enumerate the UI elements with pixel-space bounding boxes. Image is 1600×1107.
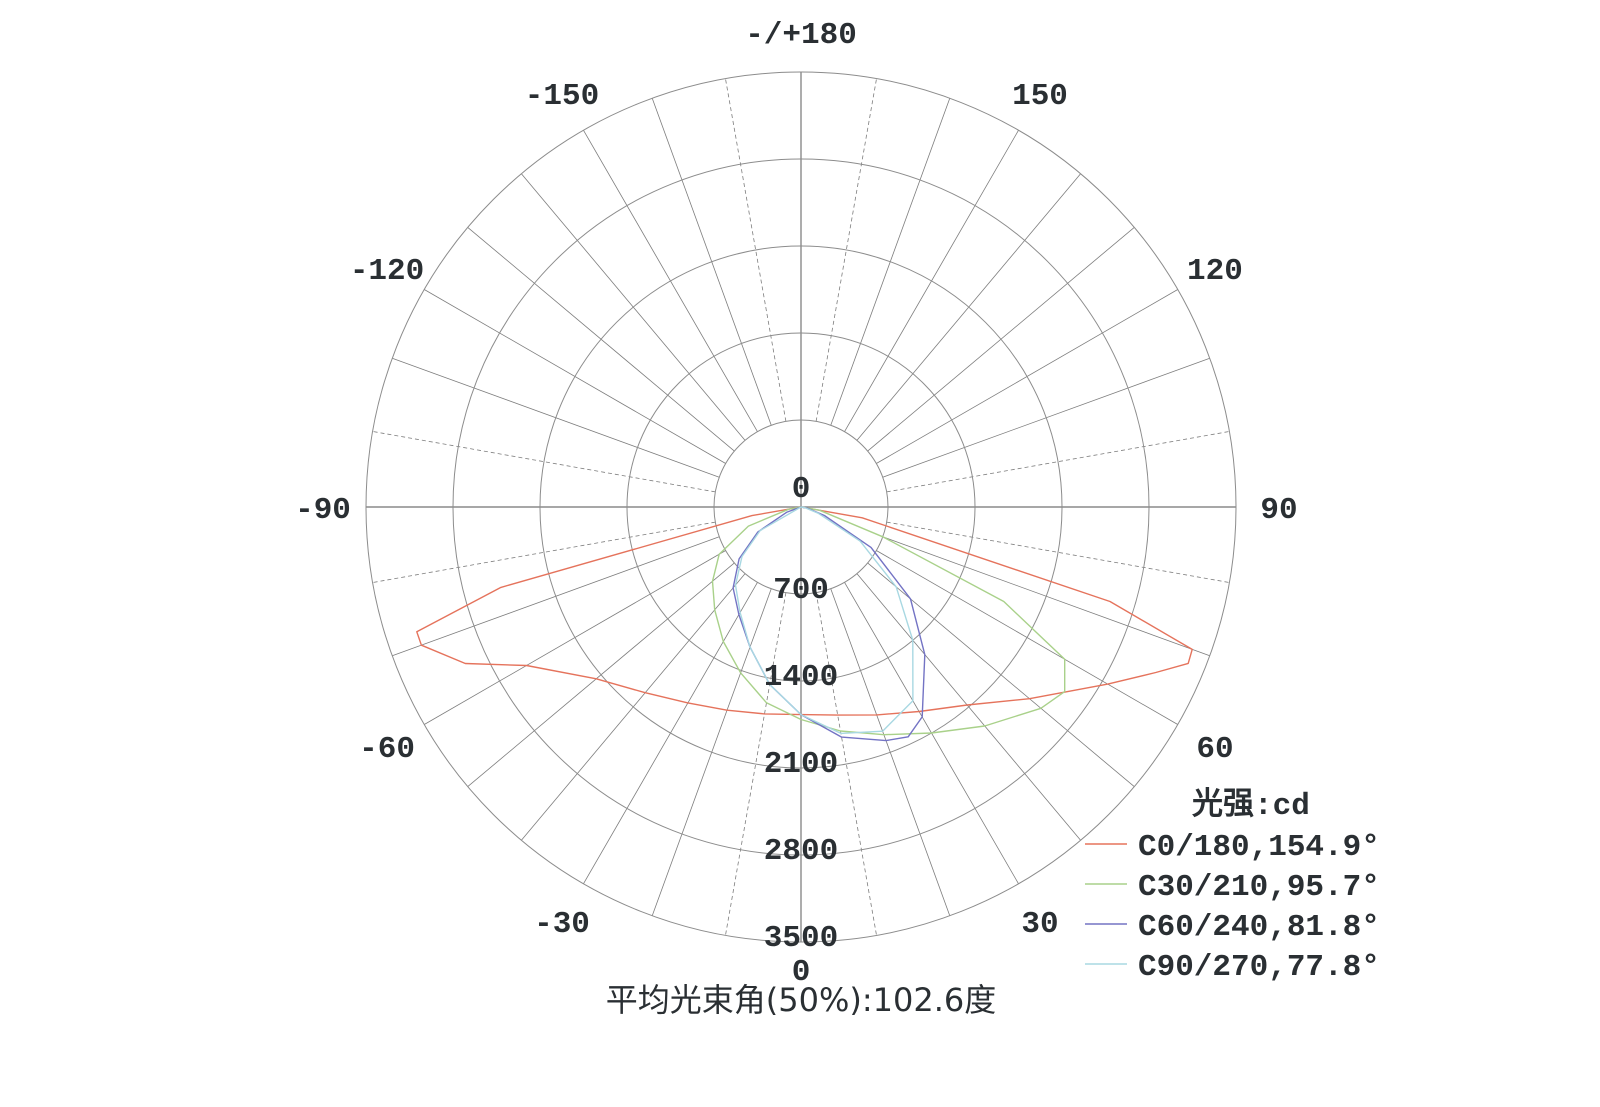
radial-tick-label: 700 <box>773 573 829 608</box>
radial-tick-label: 0 <box>792 472 811 507</box>
angle-tick-label: 120 <box>1187 254 1243 289</box>
radial-grid-line <box>725 592 787 936</box>
angle-tick-label: -/+180 <box>745 18 857 53</box>
angle-tick-label: 0 <box>792 955 811 990</box>
angle-tick-label: -90 <box>295 493 351 528</box>
legend-entry: C0/180,154.9° <box>1138 830 1380 865</box>
radial-grid-line <box>372 431 716 493</box>
angle-tick-labels: -/+180 150 -150 120 -120 90 -90 60 -60 30 -30 0 <box>295 18 1298 990</box>
legend-entry: C60/240,81.8° <box>1138 910 1380 945</box>
radial-grid-line <box>815 78 877 422</box>
series-curve-3 <box>734 506 914 735</box>
radial-grid-line <box>815 592 877 936</box>
ring-grid-line <box>626 332 976 682</box>
angle-tick-label: 30 <box>1021 907 1058 942</box>
ring-grid-line <box>713 419 889 595</box>
angle-tick-label: 90 <box>1260 493 1297 528</box>
series-curve-2 <box>732 506 926 742</box>
radial-grid-line <box>886 521 1230 583</box>
radial-grid-line <box>725 78 787 422</box>
legend-unit-label: 光强:cd <box>1192 787 1310 824</box>
radial-tick-label: 2800 <box>764 834 838 869</box>
polar-grid <box>365 71 1237 943</box>
angle-tick-label: 60 <box>1196 732 1233 767</box>
chart-title: 平均光束角(50%):102.6度 <box>606 981 997 1019</box>
radial-tick-label: 3500 <box>764 921 838 956</box>
angle-tick-label: -150 <box>525 79 599 114</box>
radial-tick-label: 1400 <box>764 660 838 695</box>
intensity-curves <box>416 506 1193 742</box>
legend-entry: C90/270,77.8° <box>1138 950 1380 985</box>
legend-entry: C30/210,95.7° <box>1138 870 1380 905</box>
angle-tick-label: -120 <box>350 254 424 289</box>
radial-tick-labels: 0 700 1400 2100 2800 3500 <box>764 472 838 956</box>
legend: 光强:cd C0/180,154.9° C30/210,95.7° C60/240,… <box>1085 787 1380 985</box>
radial-grid-line <box>372 521 716 583</box>
angle-tick-label: 150 <box>1012 79 1068 114</box>
angle-tick-label: -30 <box>534 907 590 942</box>
ring-grid-line <box>452 158 1150 856</box>
radial-grid-line <box>886 431 1230 493</box>
series-curve-1 <box>711 506 1066 736</box>
radial-tick-label: 2100 <box>764 747 838 782</box>
ring-grid-line <box>539 245 1063 769</box>
angle-tick-label: -60 <box>359 732 415 767</box>
ring-grid-line <box>365 71 1237 943</box>
